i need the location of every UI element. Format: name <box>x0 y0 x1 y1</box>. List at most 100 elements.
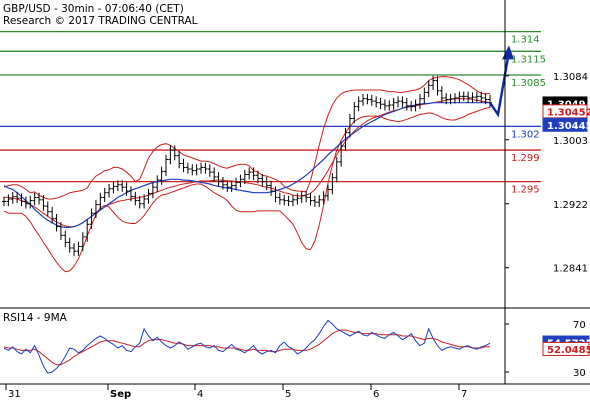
candle-11 <box>50 206 55 224</box>
x-tick-label-3: 5 <box>285 389 291 400</box>
candle-50 <box>220 176 225 190</box>
level-label-0: 1.314 <box>511 35 540 46</box>
candle-28 <box>124 182 129 196</box>
candle-94 <box>413 99 418 112</box>
candle-90 <box>396 96 401 108</box>
candle-49 <box>216 172 221 187</box>
candle-55 <box>242 169 247 185</box>
candle-75 <box>330 172 335 195</box>
rsi-tag-label-1: 52.0485 <box>547 345 590 356</box>
candle-43 <box>190 164 195 176</box>
candle-71 <box>312 195 317 207</box>
candle-59 <box>260 173 265 187</box>
rsi-layer <box>3 319 491 374</box>
candle-21 <box>93 199 98 218</box>
candle-87 <box>382 99 387 111</box>
candle-65 <box>286 195 291 207</box>
candle-92 <box>404 97 409 111</box>
candle-12 <box>54 214 59 232</box>
rsi-line <box>3 319 491 374</box>
candle-95 <box>417 93 422 109</box>
candle-88 <box>387 100 392 111</box>
candle-6 <box>28 195 33 209</box>
candle-29 <box>128 186 133 202</box>
candle-25 <box>111 181 116 194</box>
candle-64 <box>282 195 287 206</box>
price-tag-label-2: 1.30445 <box>547 121 590 132</box>
candle-23 <box>102 187 107 203</box>
level-label-4: 1.299 <box>511 153 540 164</box>
candle-67 <box>295 193 300 205</box>
price-tick-label-0: 1.3084 <box>553 72 588 83</box>
candle-51 <box>225 180 230 192</box>
chart-subtitle: Research © 2017 TRADING CENTRAL <box>3 15 198 27</box>
candle-103 <box>452 93 457 104</box>
candle-110 <box>483 93 488 105</box>
x-tick-label-4: 6 <box>373 389 379 400</box>
candle-46 <box>203 162 208 174</box>
candle-91 <box>400 96 405 108</box>
candle-40 <box>177 150 182 169</box>
candle-7 <box>32 192 37 206</box>
level-label-3: 1.302 <box>511 129 540 140</box>
candle-18 <box>80 232 85 252</box>
candle-32 <box>142 194 147 209</box>
candle-48 <box>212 167 217 182</box>
candle-31 <box>137 195 142 209</box>
candle-42 <box>185 162 190 174</box>
candle-78 <box>343 127 348 151</box>
x-tick-label-1: Sep <box>110 389 131 400</box>
levels-layer: 1.314 1.3115 1.3085 1.302 1.299 1.295 <box>0 30 546 196</box>
bands-layer <box>3 76 491 273</box>
level-label-1: 1.3115 <box>511 54 546 65</box>
candle-8 <box>37 192 42 205</box>
candle-1 <box>6 194 11 207</box>
candle-97 <box>426 80 431 98</box>
candle-3 <box>15 191 20 203</box>
candle-102 <box>448 93 453 105</box>
candle-89 <box>391 97 396 110</box>
candle-83 <box>365 93 370 105</box>
candle-58 <box>255 170 260 184</box>
candle-61 <box>269 180 274 196</box>
candle-24 <box>107 184 112 198</box>
candle-85 <box>374 96 379 108</box>
candle-30 <box>133 191 138 206</box>
candle-10 <box>45 201 50 217</box>
candle-77 <box>339 141 344 167</box>
x-tick-label-2: 4 <box>197 389 203 400</box>
candle-36 <box>159 166 164 185</box>
price-tag-box-2 <box>542 117 588 132</box>
x-tick-label-0: 31 <box>8 389 21 400</box>
candle-86 <box>378 97 383 109</box>
candle-66 <box>290 195 295 207</box>
candle-56 <box>247 167 252 180</box>
candle-93 <box>409 101 414 112</box>
level-label-2: 1.3085 <box>511 78 546 89</box>
candle-2 <box>10 191 15 204</box>
bollinger-upper-line <box>3 76 491 200</box>
candle-39 <box>172 145 177 161</box>
candle-15 <box>67 237 72 253</box>
candle-76 <box>334 157 339 183</box>
candle-108 <box>474 91 479 102</box>
candle-62 <box>273 186 278 203</box>
rsi-tick-label-1: 30 <box>573 368 586 379</box>
rsi-tag-box-1 <box>542 341 590 356</box>
candle-98 <box>431 75 436 91</box>
candle-73 <box>321 191 326 205</box>
candles-layer <box>2 45 514 256</box>
candle-44 <box>194 164 199 176</box>
candle-20 <box>89 208 94 230</box>
candle-100 <box>439 86 444 103</box>
candle-63 <box>277 192 282 205</box>
level-label-5: 1.295 <box>511 185 540 196</box>
candle-37 <box>164 154 168 177</box>
candle-106 <box>466 91 471 103</box>
price-tick-label-3: 1.2841 <box>553 264 588 275</box>
candle-68 <box>299 191 304 203</box>
rsi-label: RSI14 - 9MA <box>3 312 68 324</box>
